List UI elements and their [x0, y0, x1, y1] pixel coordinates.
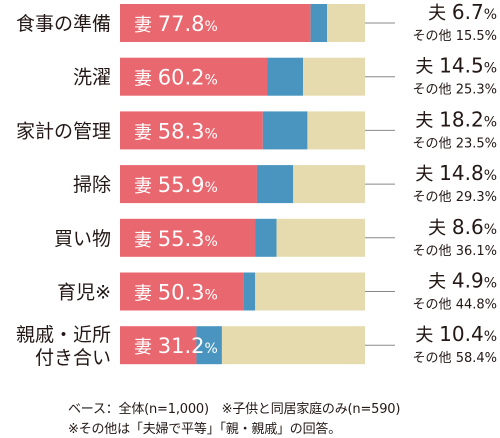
husband-value-label: 夫 18.2%	[415, 107, 497, 131]
stacked-bar-chart: 食事の準備 妻 77.8% 夫 6.7% その他 15.5% 洗濯 妻 60.2% 夫 14…	[16, 0, 497, 369]
bar-segment-other	[221, 326, 365, 365]
bar-segment-husband	[267, 57, 304, 96]
wife-value-label: 妻 58.3%	[134, 119, 218, 143]
bar-segment-husband	[256, 165, 294, 204]
bar-segment-wife	[120, 218, 256, 257]
bar-segment-other	[255, 272, 365, 311]
category-label: 食事の準備	[16, 13, 111, 35]
bar-segment-wife	[120, 326, 197, 365]
bar-segment-wife	[120, 165, 257, 204]
bar-segment-wife	[120, 111, 263, 150]
other-value-label: その他 36.1%	[413, 244, 497, 259]
bar-segment-husband	[310, 4, 328, 42]
other-definition-note: ※その他は「夫婦で平等」「親・親戚」の回答。	[68, 422, 341, 437]
bar-segment-husband	[255, 218, 277, 257]
other-value-label: その他 25.3%	[413, 83, 497, 98]
husband-value-label: 夫 6.7%	[428, 0, 497, 24]
wife-value-label: 妻 55.9%	[134, 173, 218, 197]
husband-value-label: 夫 14.8%	[415, 161, 497, 185]
bar-segment-other	[307, 111, 365, 150]
husband-value-label: 夫 4.9%	[428, 269, 497, 293]
wife-value-label: 妻 31.2%	[134, 334, 218, 358]
category-label: 育児※	[57, 282, 111, 304]
husband-value-label: 夫 10.4%	[415, 322, 497, 346]
husband-value-label: 夫 14.5%	[415, 54, 497, 78]
category-label: 親戚・近所付き合い	[16, 324, 111, 369]
other-value-label: その他 23.5%	[413, 136, 497, 151]
bar-segment-other	[327, 4, 365, 42]
bar-segment-wife	[120, 4, 311, 42]
category-label: 洗濯	[73, 67, 111, 89]
bar-segment-husband	[196, 326, 222, 365]
base-note: ベース：全体(n=1,000) ※子供と同居家庭のみ(n=590)	[68, 402, 401, 417]
bar-segment-other	[293, 165, 365, 204]
bar-segment-wife	[120, 272, 244, 311]
bar-segment-husband	[243, 272, 256, 311]
wife-value-label: 妻 50.3%	[134, 281, 218, 305]
other-value-label: その他 44.8%	[413, 298, 497, 313]
category-label: 買い物	[54, 228, 111, 250]
category-label: 家計の管理	[16, 120, 111, 142]
other-value-label: その他 15.5%	[413, 29, 497, 44]
bar-segment-other	[303, 57, 365, 96]
husband-value-label: 夫 8.6%	[428, 215, 497, 239]
other-value-label: その他 58.4%	[413, 351, 497, 366]
bar-segment-wife	[120, 57, 268, 96]
bar-segment-husband	[262, 111, 308, 150]
wife-value-label: 妻 77.8%	[134, 12, 218, 36]
category-label: 掃除	[73, 174, 111, 196]
wife-value-label: 妻 55.3%	[134, 227, 218, 251]
wife-value-label: 妻 60.2%	[134, 66, 218, 90]
other-value-label: その他 29.3%	[413, 190, 497, 205]
bar-segment-other	[276, 218, 365, 257]
